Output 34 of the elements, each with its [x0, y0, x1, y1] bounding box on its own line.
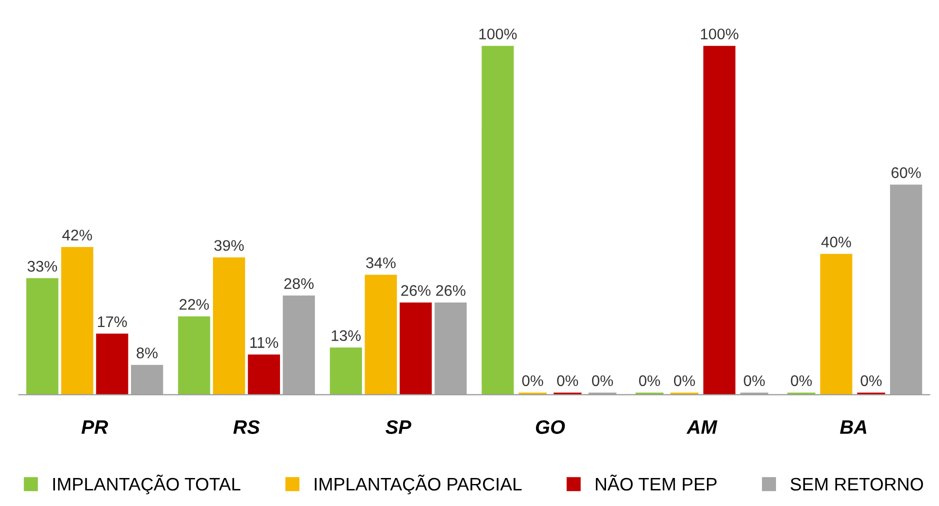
data-label: 60%: [892, 167, 921, 178]
x-tick-label: BA: [840, 420, 866, 434]
data-label: 34%: [366, 257, 396, 268]
x-tick-label: AM: [686, 420, 718, 434]
x-tick-label: SP: [386, 420, 412, 434]
data-label: 8%: [136, 348, 158, 358]
data-label: 22%: [180, 299, 209, 310]
data-label: 42%: [62, 230, 92, 240]
data-label: 0%: [557, 375, 578, 386]
data-label: 40%: [821, 236, 851, 248]
x-tick-label: RS: [233, 420, 260, 434]
data-label: 11%: [250, 337, 278, 348]
data-label: 33%: [28, 260, 58, 272]
data-label: 13%: [332, 330, 361, 342]
data-label: 0%: [674, 375, 695, 386]
legend-label: SEM RETORNO: [790, 478, 923, 491]
legend-label: IMPLANTAÇÃO PARCIAL: [314, 474, 522, 494]
data-label: 0%: [592, 375, 613, 386]
data-label: 26%: [401, 285, 430, 296]
data-label: 17%: [98, 316, 127, 328]
data-label: 28%: [284, 278, 314, 290]
x-tick-label: PR: [82, 420, 108, 434]
data-label: 0%: [790, 375, 812, 386]
legend-label: IMPLANTAÇÃO TOTAL: [53, 474, 240, 494]
x-tick-label: GO: [536, 420, 565, 434]
data-label: 100%: [700, 28, 738, 40]
data-label: 100%: [479, 28, 517, 40]
data-label: 0%: [639, 375, 660, 386]
data-label: 0%: [744, 375, 765, 386]
data-label: 0%: [860, 375, 882, 386]
data-label: 39%: [214, 240, 244, 251]
data-label: 26%: [436, 285, 466, 296]
data-label: 0%: [522, 375, 544, 386]
legend-label: NÃO TEM PEP: [596, 474, 717, 491]
